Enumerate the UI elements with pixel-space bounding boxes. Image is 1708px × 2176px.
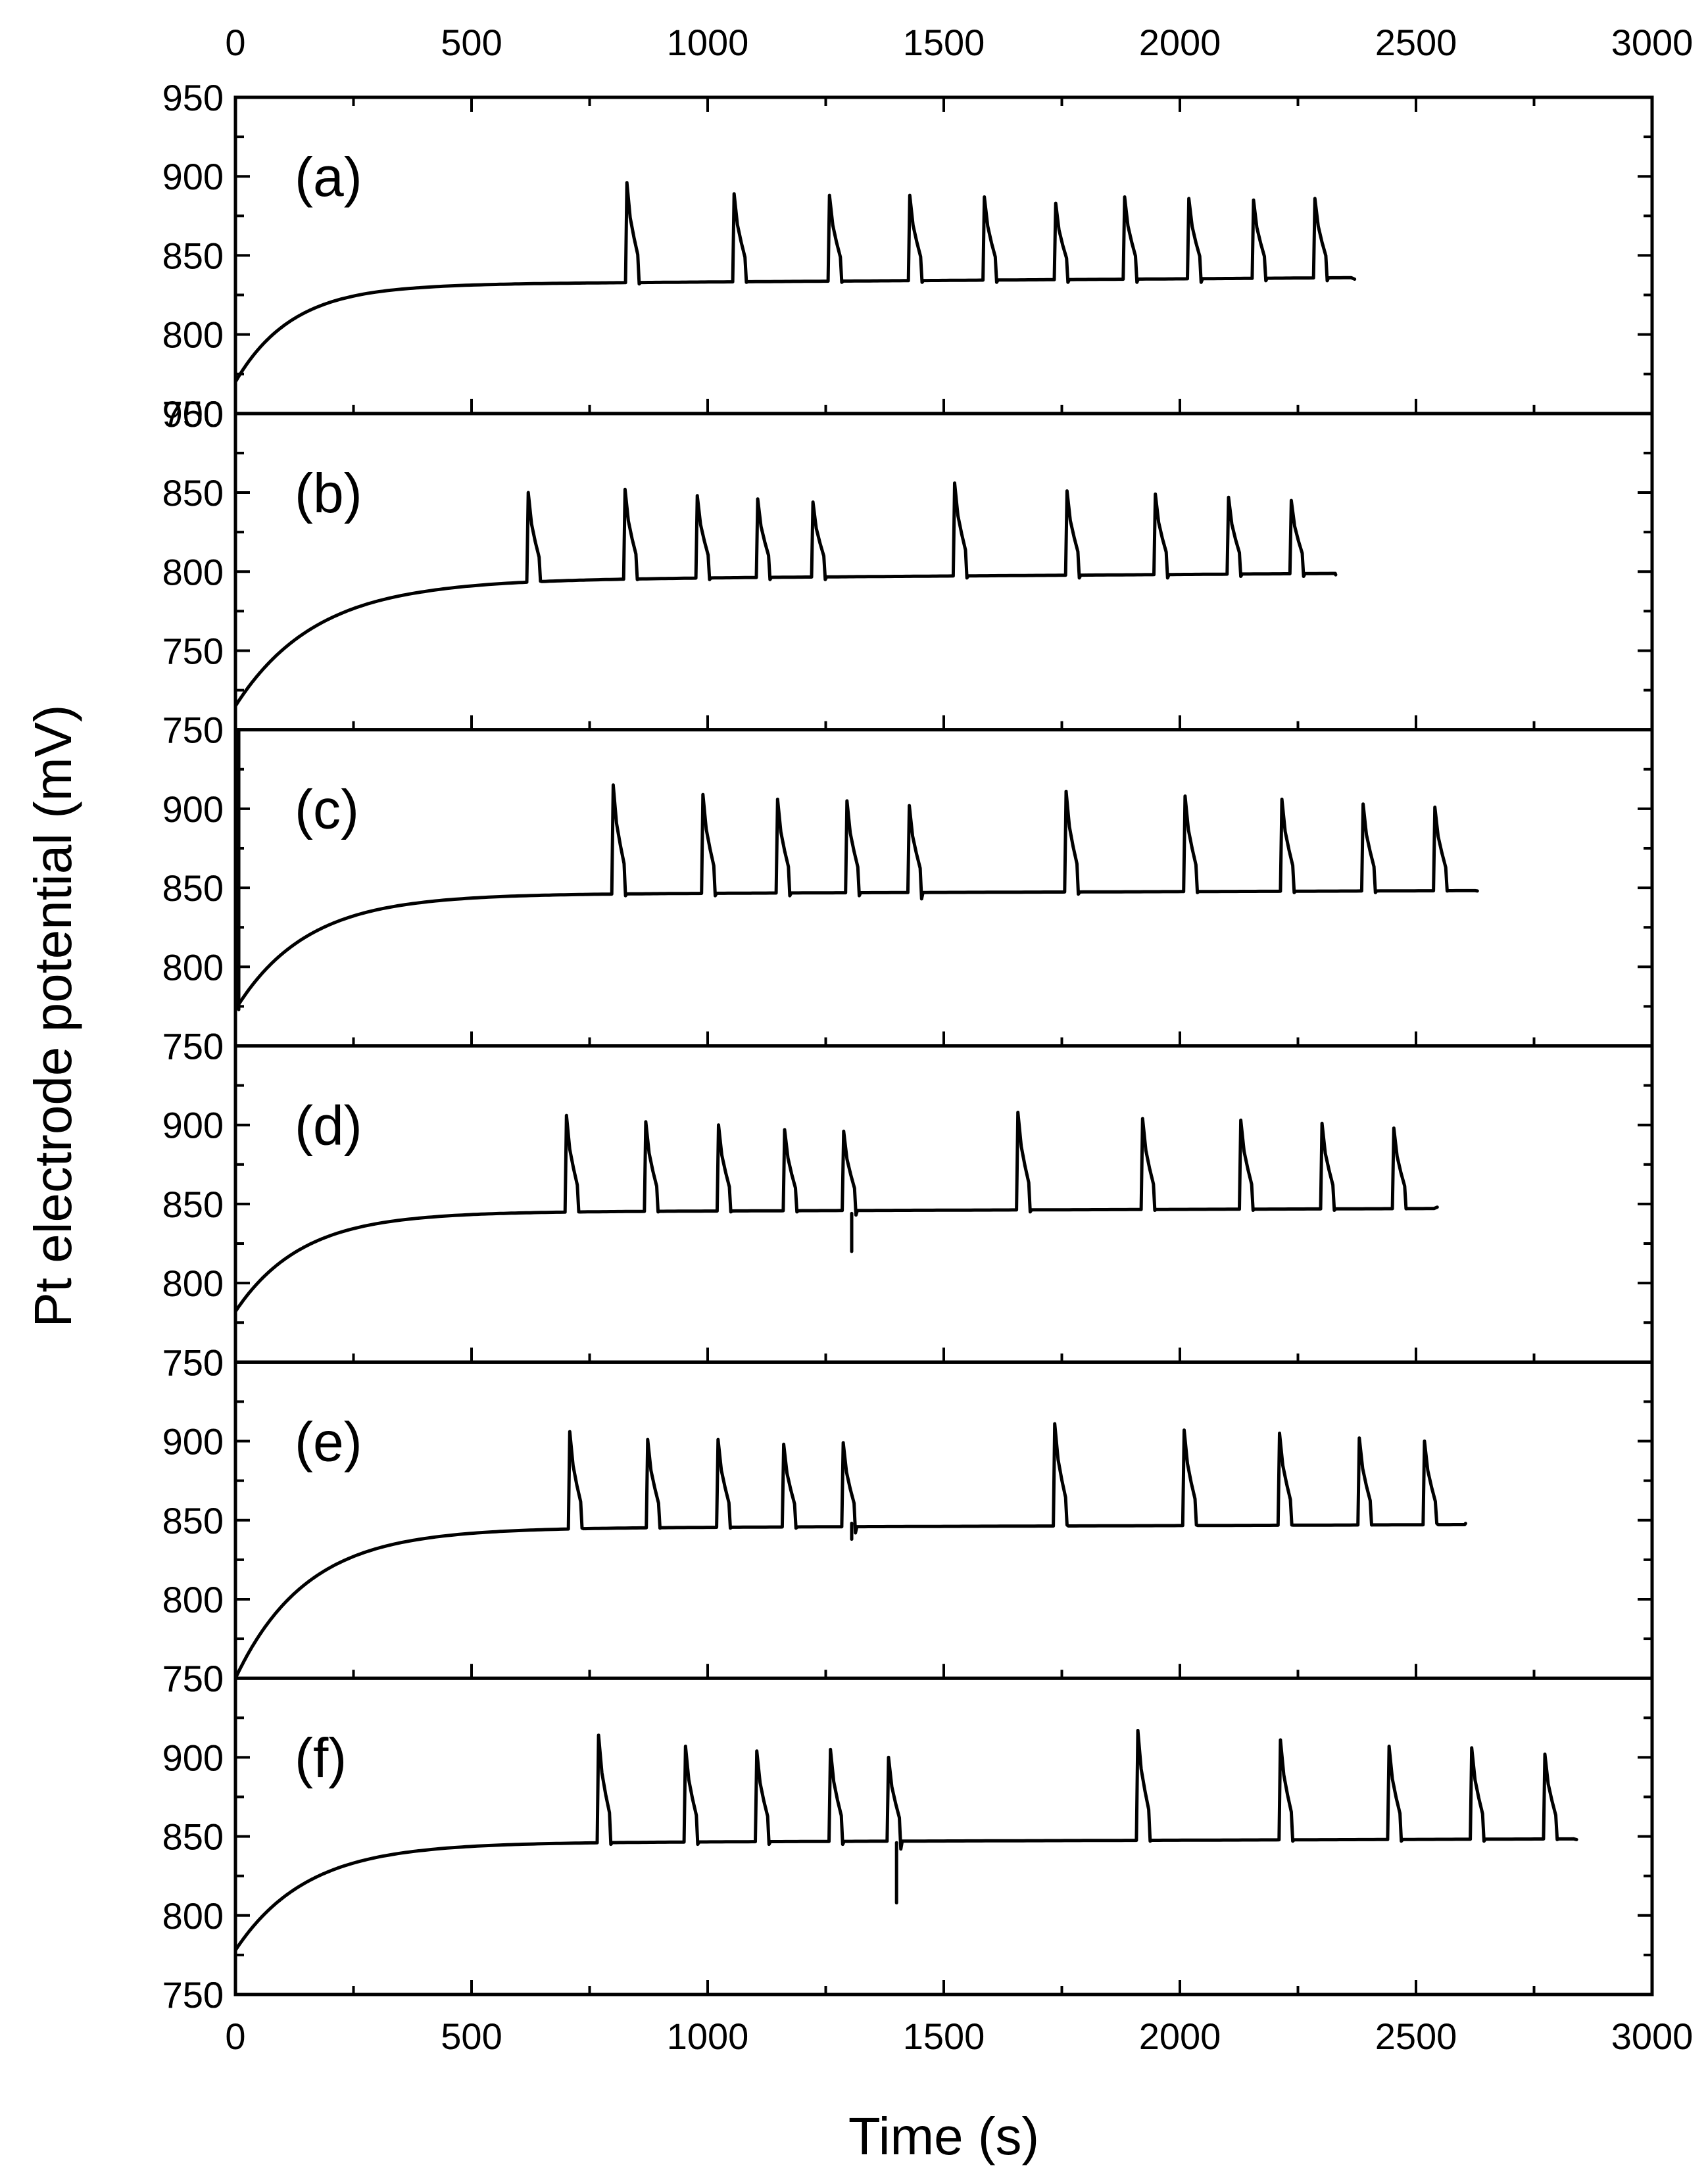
x-tick-label: 2500 (1375, 2016, 1457, 2057)
panels: 950 900 850 800 750 (a) 900 850 800 750 (b) 750 900 8… (162, 77, 1652, 2016)
y-tick-label: 850 (162, 1500, 224, 1541)
y-tick-label: 900 (162, 1105, 224, 1146)
y-axis-title: Pt electrode potential (mV) (24, 704, 82, 1327)
y-tick-label: 800 (162, 1263, 224, 1304)
potential-trace (235, 183, 1355, 382)
y-tick-label: 800 (162, 1895, 224, 1937)
panel-frame (235, 1678, 1652, 1995)
panel-c: 750 900 850 800 750 (c) (162, 710, 1652, 1067)
y-tick-label: 800 (162, 314, 224, 356)
panel-label: (a) (295, 146, 362, 208)
x-axis-title: Time (s) (848, 2107, 1039, 2165)
y-tick-label: 850 (162, 472, 224, 514)
x-tick-label: 0 (225, 2016, 245, 2057)
y-tick-label: 900 (162, 1737, 224, 1778)
y-tick-label: 750 (162, 1026, 224, 1067)
panel-d: 750 900 850 800 750 (d) (162, 1026, 1652, 1384)
panel-label: (c) (295, 779, 359, 840)
potential-trace (235, 483, 1336, 706)
top-x-tick-label: 2500 (1375, 22, 1457, 63)
panel-frame (235, 1046, 1652, 1363)
panel-frame (235, 1362, 1652, 1678)
y-tick-label: 850 (162, 1184, 224, 1225)
potential-trace (235, 1731, 1576, 1950)
x-tick-label: 3000 (1611, 2016, 1694, 2057)
top-x-axis: 0 500 1000 1500 2000 2500 3000 (225, 22, 1693, 63)
y-tick-label: 750 (162, 1658, 224, 1699)
panel-b: 900 850 800 750 (b) (162, 393, 1652, 730)
panel-frame (235, 414, 1652, 730)
panel-label: (e) (295, 1411, 362, 1472)
x-tick-label: 1000 (667, 2016, 749, 2057)
y-tick-label: 800 (162, 1579, 224, 1620)
y-tick-label: 750 (162, 630, 224, 671)
top-x-tick-label: 3000 (1611, 22, 1694, 63)
y-tick-label: 950 (162, 77, 224, 118)
y-tick-label: 750 (162, 1342, 224, 1383)
y-tick-label: 900 (162, 788, 224, 830)
panel-e: 750 900 850 800 750 (e) (162, 1342, 1652, 1699)
panel-label: (b) (295, 462, 362, 524)
x-tick-label: 500 (441, 2016, 502, 2057)
x-tick-label: 2000 (1139, 2016, 1221, 2057)
panel-label: (d) (295, 1095, 362, 1157)
y-tick-label: 900 (162, 156, 224, 197)
y-tick-label: 900 (162, 1421, 224, 1463)
potential-trace (235, 785, 1477, 1009)
potential-trace (235, 1113, 1437, 1312)
y-tick-label: 800 (162, 946, 224, 988)
panel-label: (f) (295, 1727, 347, 1789)
bottom-x-axis: 0 500 1000 1500 2000 2500 3000 (225, 2016, 1693, 2057)
y-tick-label: 850 (162, 867, 224, 909)
x-tick-label: 1500 (903, 2016, 985, 2057)
y-tick-label: 800 (162, 551, 224, 592)
y-tick-label: 750 (162, 1974, 224, 2016)
y-tick-label: 850 (162, 235, 224, 276)
y-tick-label: 750 (162, 710, 224, 751)
top-x-tick-label: 0 (225, 22, 245, 63)
top-x-tick-label: 500 (441, 22, 502, 63)
top-x-tick-label: 1000 (667, 22, 749, 63)
top-x-tick-label: 1500 (903, 22, 985, 63)
top-x-tick-label: 2000 (1139, 22, 1221, 63)
panel-frame (235, 730, 1652, 1046)
panel-frame (235, 97, 1652, 414)
y-tick-label: 850 (162, 1816, 224, 1858)
potential-trace (235, 1424, 1465, 1678)
y-tick-label: 900 (162, 393, 224, 435)
